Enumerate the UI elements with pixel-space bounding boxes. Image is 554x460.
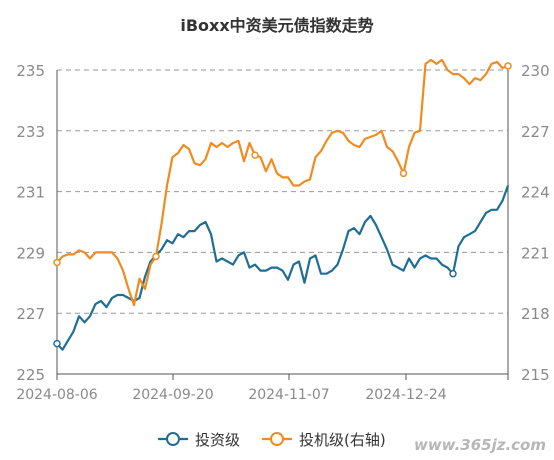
y-right-tick-label: 221 (521, 244, 550, 262)
series-point-1 (449, 269, 457, 278)
x-tick-label: 2024-09-20 (132, 387, 213, 403)
legend-swatch-marker (166, 432, 180, 446)
series-point-2 (251, 151, 259, 159)
series-point-2 (399, 169, 408, 178)
x-tick-label: 2024-08-06 (16, 387, 97, 403)
series-line-2 (56, 58, 509, 307)
x-tick-label: 2024-12-24 (365, 387, 446, 403)
x-tick-label: 2024-11-07 (248, 387, 329, 403)
series-point-1 (53, 339, 61, 348)
y-right-tick-label: 218 (521, 305, 550, 323)
legend-label-2: 投机级(右轴) (299, 431, 386, 449)
series-line-1 (56, 185, 510, 351)
y-left-tick-label: 229 (16, 244, 45, 262)
y-left-tick-label: 233 (16, 123, 45, 141)
y-right-tick-label: 230 (521, 62, 550, 80)
series-point-2 (53, 258, 61, 267)
y-left-tick-label: 225 (16, 366, 45, 384)
y-left-tick-label: 227 (16, 305, 45, 323)
y-right-tick-label: 224 (521, 184, 550, 202)
y-right-tick-label: 215 (521, 366, 550, 384)
series-point-2 (152, 252, 160, 261)
watermark: www.365jz.com (413, 436, 546, 454)
legend-label-1: 投资级 (195, 431, 240, 449)
legend-swatch-marker (270, 432, 284, 446)
y-left-tick-label: 235 (16, 62, 45, 80)
series-point-2 (504, 62, 512, 70)
y-right-tick-label: 227 (521, 123, 550, 141)
y-left-tick-label: 231 (16, 184, 45, 202)
chart-title: iBoxx中资美元债指数走势 (180, 16, 374, 35)
